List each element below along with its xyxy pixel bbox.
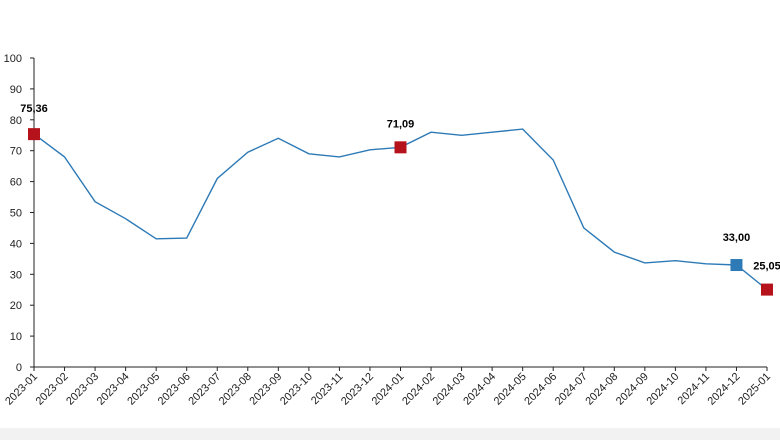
line-chart: 0 10 20 30 40 50 60 70 80 90 100 2023-01 2023-02 2023… [0, 0, 780, 428]
y-tick-label: 80 [10, 115, 22, 127]
y-tick-label: 10 [10, 331, 22, 343]
x-tick-label: 2024-09 [614, 371, 651, 408]
x-tick-label: 2023-01 [3, 371, 40, 408]
y-tick-label: 30 [10, 269, 22, 281]
x-tick-label: 2023-04 [95, 371, 132, 408]
x-tick-label: 2023-09 [247, 371, 284, 408]
x-tick-label: 2024-06 [522, 371, 559, 408]
x-tick-label: 2024-05 [492, 371, 529, 408]
data-point-marker [28, 128, 40, 141]
data-label: 75,36 [20, 103, 48, 115]
x-tick-label: 2024-03 [431, 371, 468, 408]
y-tick-label: 40 [10, 238, 22, 250]
chart-canvas: 01020304050607080901002023-012023-022023… [3, 53, 780, 408]
x-tick-label: 2024-12 [706, 371, 743, 408]
x-tick-label: 2025-01 [736, 371, 773, 408]
x-tick-label: 2024-01 [370, 371, 407, 408]
y-tick-label: 20 [10, 300, 22, 312]
x-tick-label: 2023-11 [309, 371, 345, 407]
x-tick-label: 2024-04 [461, 371, 498, 408]
x-tick-label: 2023-02 [34, 371, 71, 408]
data-point-marker [730, 259, 743, 272]
x-tick-label: 2023-07 [186, 371, 223, 408]
y-tick-label: 0 [16, 362, 22, 374]
x-tick-label: 2024-10 [644, 371, 681, 408]
data-point-marker [394, 141, 407, 154]
y-tick-label: 60 [10, 177, 22, 189]
x-tick-label: 2024-11 [676, 371, 712, 407]
y-tick-label: 70 [10, 146, 22, 158]
data-label: 33,00 [723, 232, 751, 244]
x-tick-label: 2023-03 [64, 371, 101, 408]
y-tick-label: 50 [10, 208, 22, 220]
x-tick-label: 2023-10 [278, 371, 315, 408]
data-point-marker [761, 283, 773, 296]
y-tick-label: 90 [10, 84, 22, 96]
x-tick-label: 2024-07 [553, 371, 590, 408]
x-tick-label: 2023-06 [156, 371, 193, 408]
data-label: 71,09 [387, 118, 415, 130]
y-tick-label: 100 [4, 53, 22, 65]
x-tick-label: 2023-08 [217, 371, 254, 408]
x-tick-label: 2024-08 [583, 371, 620, 408]
data-label: 25,05 [753, 261, 780, 273]
x-tick-label: 2024-02 [400, 371, 437, 408]
x-tick-label: 2023-12 [339, 371, 376, 408]
x-tick-label: 2023-05 [125, 371, 162, 408]
